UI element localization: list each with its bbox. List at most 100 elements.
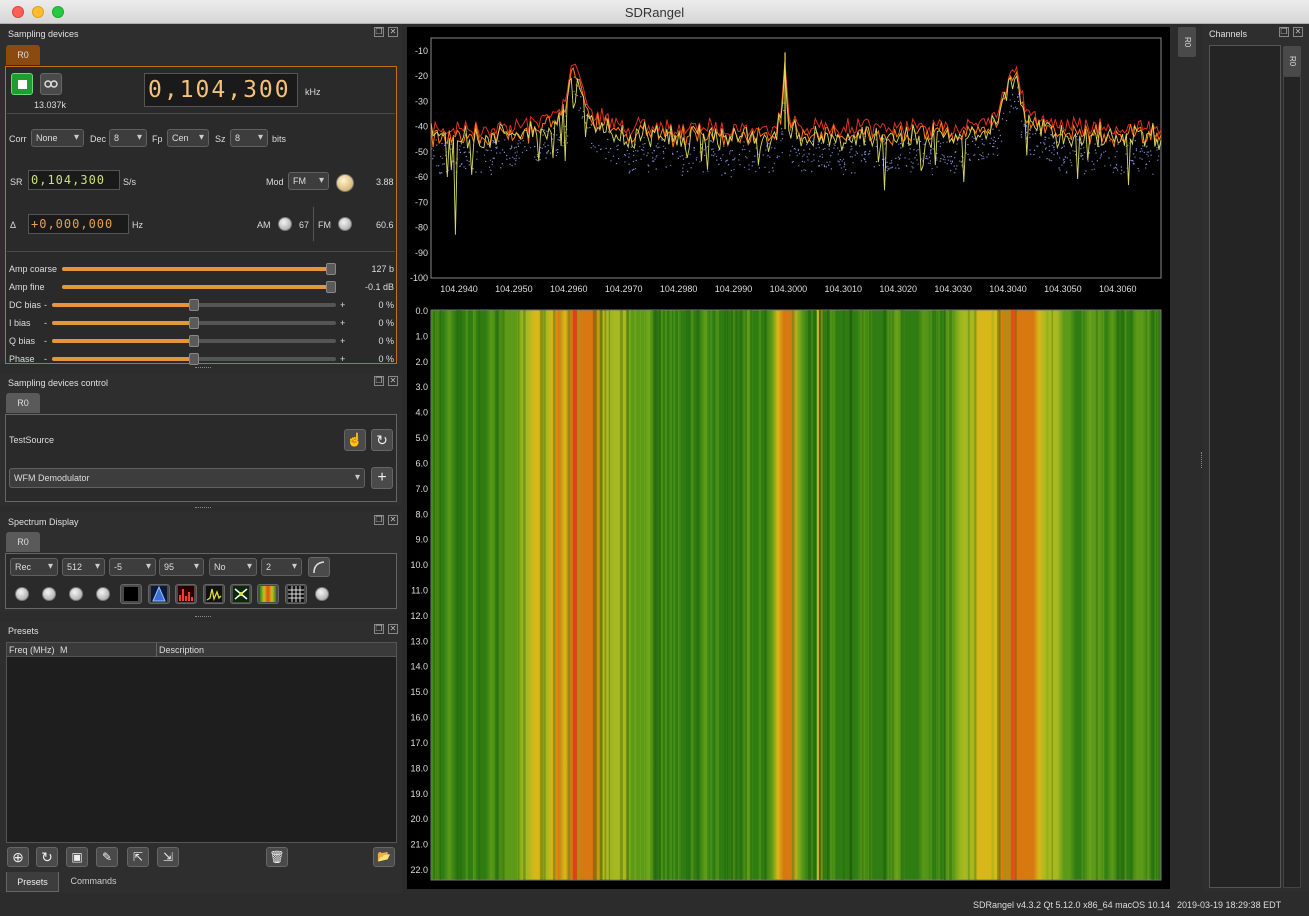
fm-knob[interactable]: [338, 217, 352, 231]
ref-level-knob[interactable]: [15, 587, 29, 601]
load-preset-button[interactable]: 📂: [373, 847, 395, 867]
dock-splitter[interactable]: [1201, 452, 1203, 468]
noise-dot: [895, 167, 897, 169]
grid-button[interactable]: [285, 584, 307, 604]
float-icon[interactable]: ❐: [374, 376, 384, 386]
spectrum-plot[interactable]: -10 -20 -30 -40 -50 -60 -70 -80 -90 -100 104.2940 1…: [407, 27, 1170, 889]
y-tick-label: -70: [415, 197, 428, 207]
col-m[interactable]: M: [60, 645, 68, 655]
slider-track[interactable]: [52, 299, 336, 311]
update-preset-button[interactable]: ↻: [36, 847, 58, 867]
channel-select[interactable]: WFM Demodulator: [9, 468, 365, 488]
edit-preset-button[interactable]: ✎: [96, 847, 118, 867]
slider-handle[interactable]: [189, 299, 199, 311]
center-frequency-dial[interactable]: 0,104,300: [144, 73, 298, 107]
select-device-button[interactable]: ☝: [344, 429, 366, 451]
histogram-button[interactable]: [175, 584, 197, 604]
dock-splitter[interactable]: [195, 507, 211, 509]
minimize-window-button[interactable]: [32, 6, 44, 18]
import-preset-button[interactable]: ⇲: [157, 847, 179, 867]
slider-track[interactable]: [62, 263, 336, 275]
fft-window-select[interactable]: Rec: [10, 558, 58, 576]
delete-preset-button[interactable]: 🗑: [266, 847, 288, 867]
tab-r0[interactable]: R0: [6, 532, 40, 552]
channels-tab-r0[interactable]: R0: [1283, 46, 1301, 76]
close-icon[interactable]: ✕: [388, 624, 398, 634]
export-preset-button[interactable]: ⇱: [127, 847, 149, 867]
tab-commands[interactable]: Commands: [70, 876, 117, 886]
slider-handle[interactable]: [189, 317, 199, 329]
averaging-select[interactable]: 2: [261, 558, 302, 576]
noise-dot: [544, 129, 546, 131]
float-icon[interactable]: ❐: [374, 624, 384, 634]
clear-spectrum-button[interactable]: [120, 584, 142, 604]
col-description[interactable]: Description: [159, 645, 205, 655]
ref-level-select[interactable]: -5: [109, 558, 156, 576]
mod-knob[interactable]: [336, 174, 354, 192]
slider-handle[interactable]: [326, 263, 336, 275]
main-tab-r0[interactable]: R0: [1178, 27, 1196, 57]
slider-track[interactable]: [62, 281, 336, 293]
slider-handle[interactable]: [189, 353, 199, 365]
noise-dot: [1080, 155, 1082, 158]
tab-r0[interactable]: R0: [6, 45, 40, 65]
waterfall-toggle-button[interactable]: [230, 584, 252, 604]
noise-dot: [662, 145, 664, 147]
sample-rate-dial[interactable]: 0,104,300: [28, 170, 120, 190]
stroke-knob[interactable]: [96, 587, 110, 601]
save-preset-button[interactable]: ▣: [66, 847, 88, 867]
spectrogram-button[interactable]: [257, 584, 279, 604]
close-icon[interactable]: ✕: [1293, 27, 1303, 37]
float-icon[interactable]: ❐: [1279, 27, 1289, 37]
tab-r0[interactable]: R0: [6, 393, 40, 413]
noise-dot: [661, 139, 663, 141]
slider-label: Amp fine: [9, 282, 45, 292]
noise-dot: [441, 157, 443, 159]
fft-size-select[interactable]: 512: [62, 558, 105, 576]
noise-dot: [460, 143, 463, 145]
slider-track[interactable]: [52, 317, 336, 329]
add-channel-button[interactable]: +: [371, 467, 393, 489]
range-select[interactable]: 95: [159, 558, 204, 576]
col-freq[interactable]: Freq (MHz): [9, 645, 55, 655]
fp-select[interactable]: Cen: [167, 129, 209, 147]
float-icon[interactable]: ❐: [374, 27, 384, 37]
waterfall-plot[interactable]: [430, 309, 1162, 881]
dec-select[interactable]: 8: [109, 129, 147, 147]
close-window-button[interactable]: [12, 6, 24, 18]
zoom-window-button[interactable]: [52, 6, 64, 18]
dock-splitter[interactable]: [195, 367, 211, 369]
frequency-shift-dial[interactable]: +0,000,000: [28, 214, 129, 234]
averaging-mode-select[interactable]: No: [209, 558, 257, 576]
decay-knob[interactable]: [69, 587, 83, 601]
record-button[interactable]: [40, 73, 62, 95]
range-knob[interactable]: [42, 587, 56, 601]
start-stop-button[interactable]: [11, 73, 33, 95]
mod-select[interactable]: FM: [288, 172, 329, 190]
slider-handle[interactable]: [326, 281, 336, 293]
max-hold-button[interactable]: [148, 584, 170, 604]
am-knob[interactable]: [278, 217, 292, 231]
grid-intensity-knob[interactable]: [315, 587, 329, 601]
current-trace-button[interactable]: [203, 584, 225, 604]
new-preset-button[interactable]: ⊕: [7, 847, 29, 867]
slider-handle[interactable]: [189, 335, 199, 347]
noise-dot: [1044, 143, 1046, 145]
reload-device-button[interactable]: ↻: [371, 429, 393, 451]
corr-select[interactable]: None: [31, 129, 84, 147]
averaging-button[interactable]: [308, 557, 330, 577]
noise-dot: [837, 160, 839, 162]
noise-dot: [629, 170, 631, 172]
tab-presets[interactable]: Presets: [6, 872, 59, 892]
close-icon[interactable]: ✕: [388, 515, 398, 525]
dock-splitter[interactable]: [195, 616, 211, 618]
noise-dot: [510, 147, 513, 149]
float-icon[interactable]: ❐: [374, 515, 384, 525]
sz-select[interactable]: 8: [230, 129, 268, 147]
presets-table[interactable]: Freq (MHz) M Description: [6, 642, 397, 843]
close-icon[interactable]: ✕: [388, 376, 398, 386]
slider-track[interactable]: [52, 335, 336, 347]
slider-track[interactable]: [52, 353, 336, 365]
streak: [664, 310, 667, 880]
close-icon[interactable]: ✕: [388, 27, 398, 37]
